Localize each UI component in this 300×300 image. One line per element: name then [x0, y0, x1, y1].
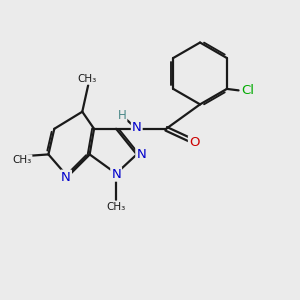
Text: H: H	[118, 109, 126, 122]
Text: O: O	[189, 136, 200, 149]
Text: N: N	[111, 168, 121, 181]
Text: N: N	[132, 121, 142, 134]
Text: CH₃: CH₃	[77, 74, 96, 84]
Text: CH₃: CH₃	[12, 155, 32, 165]
Text: Cl: Cl	[241, 84, 254, 97]
Text: CH₃: CH₃	[106, 202, 126, 212]
Text: N: N	[61, 171, 71, 184]
Text: N: N	[136, 148, 146, 161]
